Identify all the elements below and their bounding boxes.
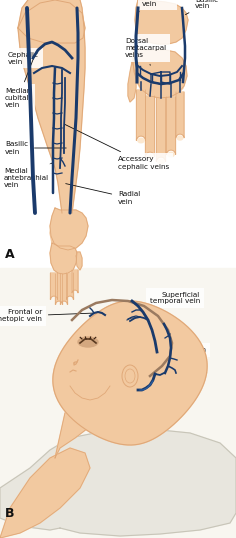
Polygon shape — [50, 213, 76, 250]
Polygon shape — [55, 403, 95, 458]
Polygon shape — [60, 274, 67, 305]
Polygon shape — [156, 98, 165, 161]
Text: Median
cubital
vein: Median cubital vein — [5, 54, 35, 108]
Text: Posterior
auricular vein: Posterior auricular vein — [126, 383, 175, 407]
Text: Occipital vein: Occipital vein — [157, 347, 206, 353]
Polygon shape — [176, 92, 184, 138]
Text: Cephalic
vein: Cephalic vein — [8, 52, 39, 65]
Text: A: A — [5, 248, 15, 261]
Polygon shape — [55, 274, 63, 305]
Polygon shape — [135, 0, 188, 44]
Text: Frontal or
metopic vein: Frontal or metopic vein — [0, 309, 93, 322]
Ellipse shape — [70, 373, 110, 399]
Text: Cephalic
vein: Cephalic vein — [137, 0, 173, 13]
Polygon shape — [137, 76, 183, 98]
Text: Medial
antebrachial
vein: Medial antebrachial vein — [4, 163, 52, 188]
Ellipse shape — [177, 136, 183, 140]
Polygon shape — [50, 208, 88, 250]
Text: Basilic
vein: Basilic vein — [185, 0, 218, 15]
Polygon shape — [133, 38, 187, 98]
Text: Radial
vein: Radial vein — [66, 183, 140, 204]
Ellipse shape — [147, 154, 153, 159]
Polygon shape — [65, 318, 108, 383]
Ellipse shape — [138, 138, 144, 143]
Text: Superficial
temporal vein: Superficial temporal vein — [150, 292, 200, 318]
Polygon shape — [50, 243, 77, 274]
Ellipse shape — [158, 159, 164, 164]
Polygon shape — [72, 270, 78, 293]
Polygon shape — [67, 273, 73, 300]
Ellipse shape — [168, 152, 174, 157]
Text: Dorsal
metacarpal
veins: Dorsal metacarpal veins — [125, 38, 166, 65]
Text: B: B — [5, 507, 14, 520]
Polygon shape — [136, 90, 146, 140]
Polygon shape — [53, 301, 207, 445]
Text: Basilic
vein: Basilic vein — [5, 141, 66, 154]
Polygon shape — [51, 273, 58, 300]
Polygon shape — [18, 0, 85, 213]
Text: Accessory
cephalic veins: Accessory cephalic veins — [64, 124, 169, 169]
Bar — [0, 268, 236, 538]
Polygon shape — [167, 97, 176, 154]
Polygon shape — [76, 252, 82, 270]
Polygon shape — [0, 448, 90, 538]
Ellipse shape — [78, 337, 98, 347]
Ellipse shape — [122, 365, 138, 387]
Polygon shape — [18, 0, 85, 43]
Polygon shape — [128, 62, 136, 102]
Polygon shape — [146, 96, 155, 157]
Polygon shape — [0, 430, 236, 536]
